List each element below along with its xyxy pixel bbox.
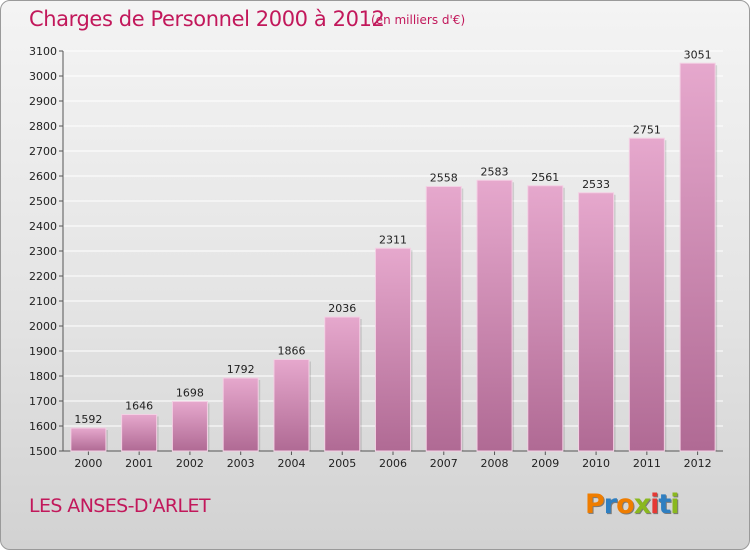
logo-letter: x [633, 489, 651, 520]
y-tick-label: 3000 [29, 70, 57, 83]
bar [273, 359, 310, 452]
x-tick-label: 2011 [633, 457, 661, 470]
bar [628, 137, 665, 452]
bar [171, 401, 208, 452]
x-tick-label: 2008 [481, 457, 509, 470]
bar-value-label: 2311 [379, 233, 407, 246]
y-tick-label: 2100 [29, 295, 57, 308]
bar [527, 185, 564, 452]
bar [121, 414, 158, 452]
bar-value-label: 2036 [328, 302, 356, 315]
bar-value-label: 2561 [531, 171, 559, 184]
bar [578, 192, 615, 452]
bar-value-label: 1866 [277, 345, 305, 358]
y-tick-label: 3100 [29, 45, 57, 58]
y-tick-label: 2900 [29, 95, 57, 108]
bar [222, 377, 259, 452]
chart-subtitle: (en milliers d'€) [371, 13, 466, 27]
x-tick-label: 2005 [328, 457, 356, 470]
x-tick-label: 2001 [125, 457, 153, 470]
bar-value-label: 1592 [74, 413, 102, 426]
y-tick-label: 2600 [29, 170, 57, 183]
y-tick-label: 1500 [29, 445, 57, 458]
y-tick-label: 2700 [29, 145, 57, 158]
x-tick-label: 2003 [227, 457, 255, 470]
logo-letter: i [670, 489, 679, 520]
logo-letter: i [650, 489, 659, 520]
bar-value-label: 1646 [125, 400, 153, 413]
bar-value-label: 2751 [633, 123, 661, 136]
y-tick-label: 2200 [29, 270, 57, 283]
bar [476, 179, 513, 452]
proxiti-logo[interactable]: Proxiti [585, 489, 680, 520]
chart-title: Charges de Personnel 2000 à 2012 [29, 7, 385, 31]
bar-value-label: 1792 [227, 363, 255, 376]
y-tick-label: 2400 [29, 220, 57, 233]
y-tick-label: 2500 [29, 195, 57, 208]
bar-labels: 1592 1646 1698 1792 1866 2036 2311 2558 2583 2561… [74, 48, 711, 426]
bar-value-label: 2558 [430, 172, 458, 185]
y-tick-label: 1900 [29, 345, 57, 358]
logo-letter: r [603, 489, 617, 520]
logo-letter: P [585, 489, 605, 520]
y-tick-label: 2300 [29, 245, 57, 258]
location-name: LES ANSES-D'ARLET [29, 495, 211, 517]
bar-value-label: 2533 [582, 178, 610, 191]
bar [425, 186, 462, 452]
x-tick-label: 2000 [74, 457, 102, 470]
logo-letter: t [658, 489, 671, 520]
y-tick-label: 1700 [29, 395, 57, 408]
bar [679, 62, 716, 452]
x-tick-label: 2012 [684, 457, 712, 470]
y-tick-label: 2800 [29, 120, 57, 133]
x-tick-label: 2006 [379, 457, 407, 470]
x-tick-label: 2009 [531, 457, 559, 470]
bar [70, 427, 107, 452]
bar [374, 247, 412, 452]
bar-value-label: 1698 [176, 387, 204, 400]
y-tick-label: 1800 [29, 370, 57, 383]
y-tick-label: 1600 [29, 420, 57, 433]
bar-value-label: 2583 [481, 165, 509, 178]
x-tick-label: 2004 [277, 457, 305, 470]
x-tick-label: 2007 [430, 457, 458, 470]
y-tick-label: 2000 [29, 320, 57, 333]
bar [324, 316, 361, 452]
bar-value-label: 3051 [684, 48, 712, 61]
logo-letter: o [616, 489, 635, 520]
bars [70, 62, 718, 452]
x-tick-label: 2002 [176, 457, 204, 470]
x-tick-label: 2010 [582, 457, 610, 470]
